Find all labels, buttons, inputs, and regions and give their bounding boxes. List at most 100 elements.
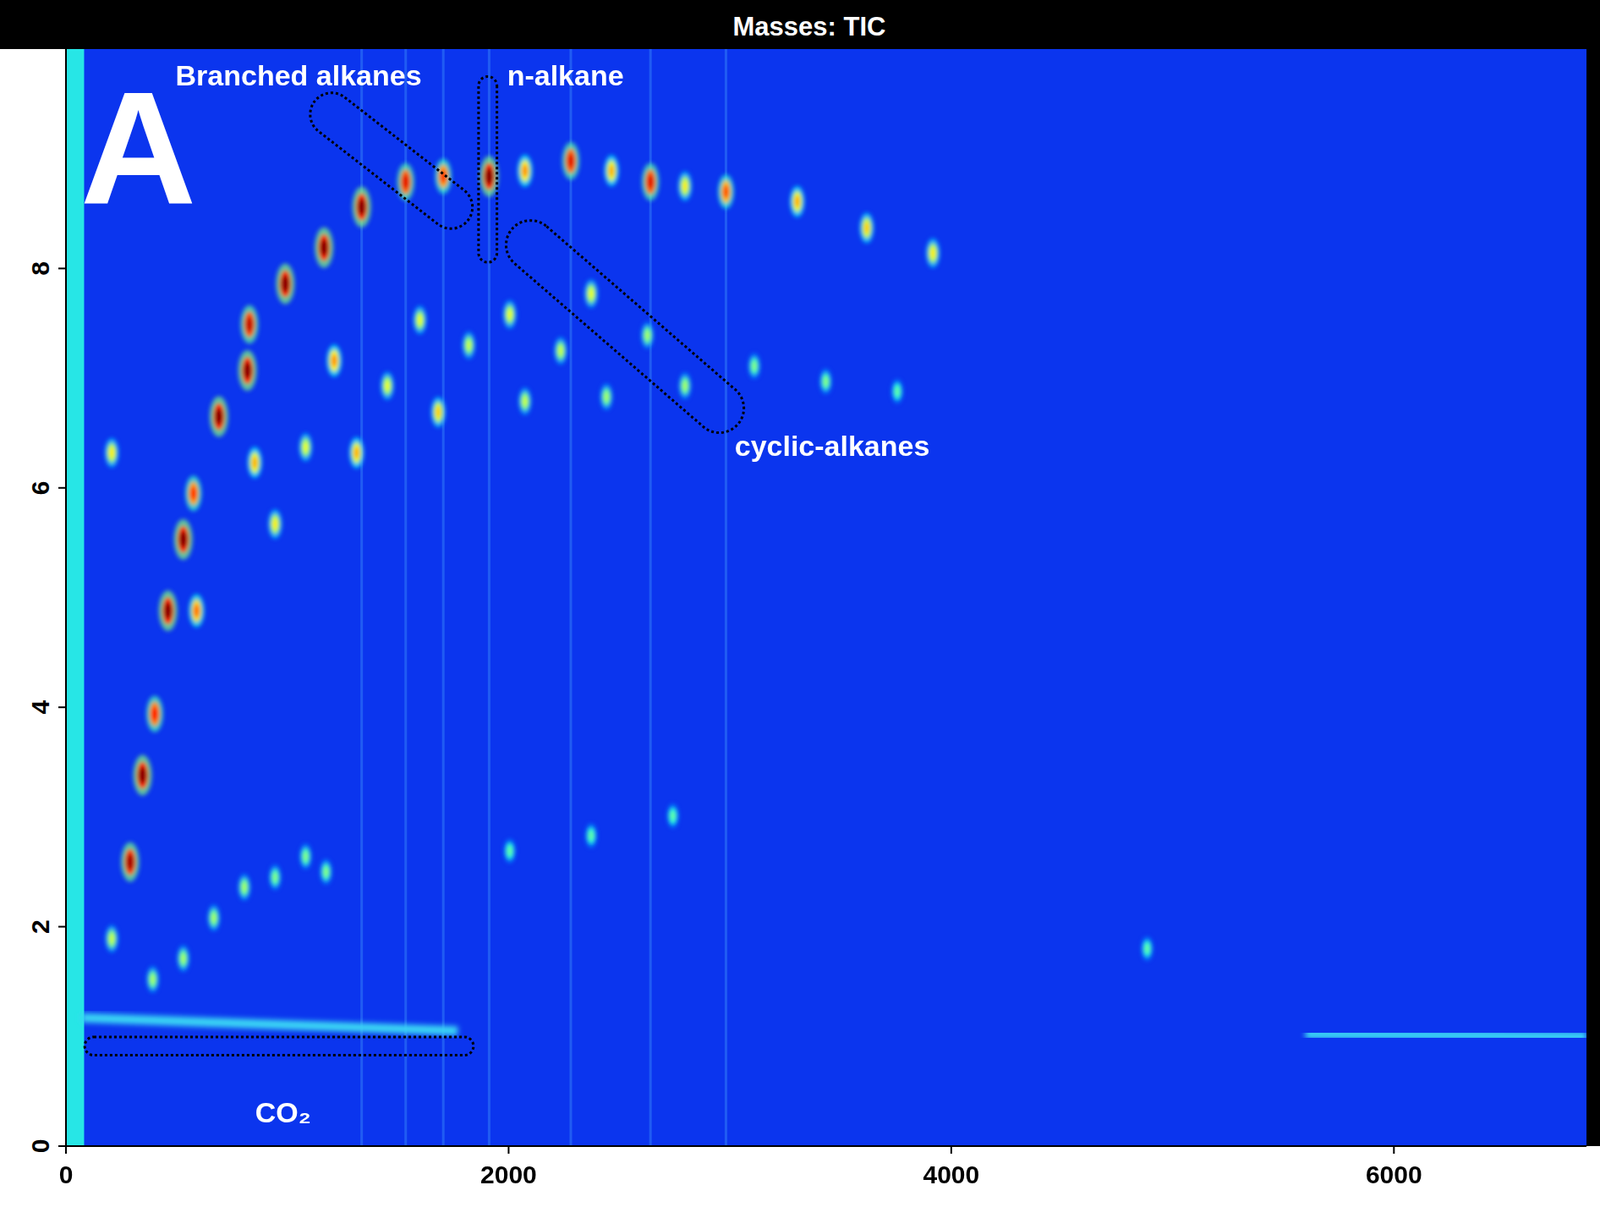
peak (207, 904, 220, 932)
peak-body (317, 234, 330, 262)
group-outline (496, 210, 755, 444)
peak-core (272, 518, 278, 530)
peak-halo (553, 336, 568, 364)
peak-body (750, 357, 759, 375)
peak (104, 925, 119, 953)
peak-core (190, 486, 198, 501)
peak-core (930, 247, 936, 259)
peak-halo (268, 864, 282, 890)
peak-body (271, 868, 280, 886)
peak (246, 446, 263, 478)
peak-halo (603, 154, 620, 187)
peak-halo (584, 279, 598, 308)
peak-halo (209, 395, 229, 437)
group-outline (301, 84, 482, 238)
column-bleed (649, 49, 653, 1146)
peak-core (567, 153, 575, 169)
y-tick-label: 2 (26, 919, 55, 934)
peak-body (1143, 940, 1151, 957)
peak-halo (641, 163, 660, 201)
peak-halo (679, 372, 692, 400)
peak-halo (748, 353, 762, 379)
peak-body (107, 443, 117, 463)
peak-halo (104, 925, 119, 953)
peak-body (177, 526, 190, 554)
peak (517, 154, 533, 187)
peak-body (301, 438, 310, 457)
peak-halo (641, 322, 654, 349)
peak-core (302, 441, 308, 453)
peak-body (505, 843, 514, 860)
peak-core (214, 407, 223, 425)
peak (585, 823, 598, 849)
peak (641, 163, 660, 201)
peak-halo (104, 438, 120, 468)
y-tick (58, 1145, 66, 1147)
peak-core (179, 531, 187, 548)
peak-body (243, 311, 255, 337)
peak-halo (298, 432, 313, 462)
peak-halo (246, 446, 263, 478)
peak (503, 300, 517, 329)
peak (926, 238, 941, 269)
peak-core (150, 974, 156, 985)
y-tick (58, 926, 66, 928)
peaks (104, 142, 1154, 992)
peak (176, 945, 190, 972)
peak (641, 322, 654, 349)
peak-body (279, 270, 291, 298)
peak-halo (299, 843, 313, 870)
column-bleed (569, 49, 572, 1146)
peak-body (586, 284, 596, 303)
peak-body (556, 341, 565, 361)
x-tick (507, 1145, 510, 1154)
peak-body (505, 305, 515, 324)
peak (158, 590, 178, 631)
peak-body (187, 481, 199, 505)
x-axis (65, 1145, 1587, 1147)
peak (352, 186, 372, 228)
x-tick-label: 0 (59, 1160, 74, 1189)
peak (120, 842, 140, 883)
peak-halo (146, 965, 159, 992)
peak-halo (585, 823, 598, 849)
peak-halo (518, 387, 532, 415)
peak-core (180, 953, 187, 964)
peak-core (603, 391, 609, 402)
y-tick-label: 6 (26, 480, 55, 495)
peak-body (482, 162, 495, 190)
peak-core (558, 345, 564, 357)
peak-core (589, 831, 594, 840)
peak-body (136, 761, 149, 790)
peak-halo (926, 238, 941, 269)
peak (104, 438, 120, 468)
chart: Masses: TICBranched alkanesn-alkanecycli… (0, 0, 1600, 1207)
peak-halo (503, 300, 517, 329)
y-tick-label: 0 (26, 1139, 55, 1154)
peak-halo (504, 838, 516, 864)
peak-core (507, 846, 512, 855)
peak-halo (678, 171, 693, 202)
peak-halo (819, 368, 833, 395)
peak (462, 331, 477, 359)
peak (600, 383, 614, 411)
peak-core (211, 912, 217, 923)
column-bleed (487, 49, 491, 1146)
peak (240, 305, 258, 345)
peak (299, 843, 313, 870)
peak-body (668, 807, 677, 824)
peak-core (138, 767, 147, 784)
peak-halo (120, 842, 140, 883)
peak (891, 378, 904, 404)
peak (789, 186, 806, 218)
peak-body (124, 848, 137, 875)
peak (434, 158, 452, 194)
peak-core (109, 447, 115, 459)
peak-core (723, 184, 730, 198)
peak-halo (434, 158, 452, 194)
peak-body (400, 169, 411, 195)
peak (603, 154, 620, 187)
peak-body (149, 701, 161, 727)
peak-halo (146, 695, 164, 732)
peak (268, 509, 283, 539)
